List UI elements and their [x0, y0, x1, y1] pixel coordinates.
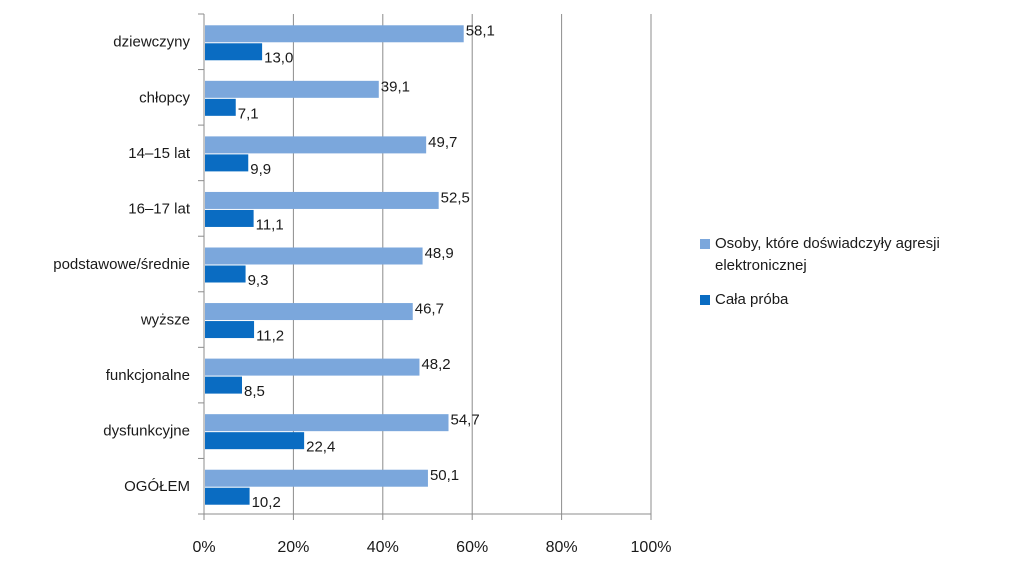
x-tick-label: 100%: [631, 539, 672, 556]
category-label: chłopcy: [139, 89, 190, 106]
bar-series-1: [205, 25, 464, 43]
data-label: 48,9: [425, 245, 454, 262]
data-label: 50,1: [430, 467, 459, 484]
category-label: wyższe: [140, 312, 190, 329]
data-label: 11,1: [256, 216, 284, 233]
data-label: 9,9: [250, 161, 271, 178]
legend-swatch: [700, 295, 710, 305]
bar-series-2: [205, 432, 305, 450]
bar-series-2: [205, 265, 246, 283]
legend: Osoby, które doświadczyły agresji elektro…: [700, 235, 940, 308]
axes: [198, 13, 652, 520]
legend-swatch: [700, 239, 710, 249]
category-label: OGÓŁEM: [124, 478, 190, 495]
category-label: 16–17 lat: [128, 200, 191, 217]
bar-series-1: [205, 469, 428, 487]
data-label: 10,2: [252, 494, 281, 511]
bar-series-1: [205, 358, 420, 376]
bar-series-1: [205, 247, 423, 265]
bars: [205, 25, 464, 505]
bar-series-2: [205, 209, 254, 227]
legend-label: elektronicznej: [715, 257, 807, 274]
data-label: 54,7: [451, 412, 480, 429]
data-label: 39,1: [381, 78, 410, 95]
category-label: podstawowe/średnie: [53, 256, 190, 273]
x-tick-label: 60%: [456, 539, 488, 556]
x-tick-label: 0%: [192, 539, 215, 556]
bar-series-2: [205, 98, 236, 116]
data-label: 52,5: [441, 189, 470, 206]
category-label: funkcjonalne: [106, 367, 190, 384]
x-tick-label: 40%: [367, 539, 399, 556]
x-tick-label: 80%: [546, 539, 578, 556]
data-label: 13,0: [264, 50, 293, 67]
bar-series-2: [205, 43, 263, 61]
data-label: 11,2: [256, 328, 284, 345]
data-label: 46,7: [415, 301, 444, 318]
bar-series-2: [205, 321, 255, 339]
category-label: 14–15 lat: [128, 145, 191, 162]
bar-series-1: [205, 191, 439, 209]
labels: 0% 20% 40% 60% 80% 100% dziewczyny 58,1 13,0 chło…: [53, 23, 671, 556]
data-label: 49,7: [428, 134, 457, 151]
data-label: 8,5: [244, 383, 265, 400]
data-label: 22,4: [306, 439, 335, 456]
bar-series-1: [205, 80, 379, 98]
data-label: 9,3: [248, 272, 269, 289]
bar-series-2: [205, 487, 250, 505]
category-label: dysfunkcyjne: [103, 423, 190, 440]
legend-label: Osoby, które doświadczyły agresji: [715, 235, 940, 252]
x-tick-label: 20%: [277, 539, 309, 556]
bar-series-2: [205, 154, 249, 172]
bar-series-2: [205, 376, 242, 394]
data-label: 7,1: [238, 105, 259, 122]
data-label: 48,2: [421, 356, 450, 373]
bar-series-1: [205, 136, 427, 154]
data-label: 58,1: [466, 23, 495, 40]
category-label: dziewczyny: [113, 34, 190, 51]
bar-series-1: [205, 303, 413, 321]
bar-series-1: [205, 414, 449, 432]
legend-label: Cała próba: [715, 291, 789, 308]
